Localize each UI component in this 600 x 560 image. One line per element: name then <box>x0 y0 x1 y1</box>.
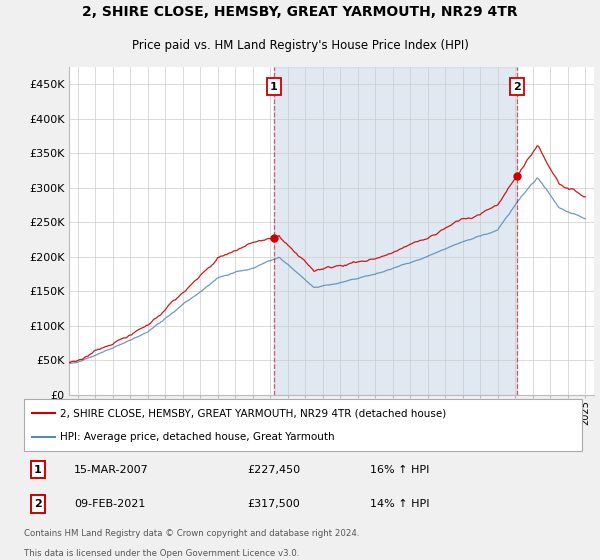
Text: This data is licensed under the Open Government Licence v3.0.: This data is licensed under the Open Gov… <box>24 549 299 558</box>
Text: £227,450: £227,450 <box>247 465 301 475</box>
Text: 14% ↑ HPI: 14% ↑ HPI <box>370 499 430 509</box>
Bar <box>274 67 517 395</box>
Text: 1: 1 <box>270 82 278 91</box>
Text: 09-FEB-2021: 09-FEB-2021 <box>74 499 146 509</box>
Text: 15-MAR-2007: 15-MAR-2007 <box>74 465 149 475</box>
Text: 2, SHIRE CLOSE, HEMSBY, GREAT YARMOUTH, NR29 4TR: 2, SHIRE CLOSE, HEMSBY, GREAT YARMOUTH, … <box>82 5 518 19</box>
Text: Price paid vs. HM Land Registry's House Price Index (HPI): Price paid vs. HM Land Registry's House … <box>131 39 469 52</box>
Text: 16% ↑ HPI: 16% ↑ HPI <box>370 465 430 475</box>
Text: 1: 1 <box>34 465 42 475</box>
Text: £317,500: £317,500 <box>247 499 300 509</box>
Text: HPI: Average price, detached house, Great Yarmouth: HPI: Average price, detached house, Grea… <box>60 432 335 442</box>
FancyBboxPatch shape <box>24 399 582 451</box>
Text: 2, SHIRE CLOSE, HEMSBY, GREAT YARMOUTH, NR29 4TR (detached house): 2, SHIRE CLOSE, HEMSBY, GREAT YARMOUTH, … <box>60 408 446 418</box>
Text: 2: 2 <box>513 82 521 91</box>
Text: 2: 2 <box>34 499 42 509</box>
Text: Contains HM Land Registry data © Crown copyright and database right 2024.: Contains HM Land Registry data © Crown c… <box>24 529 359 538</box>
